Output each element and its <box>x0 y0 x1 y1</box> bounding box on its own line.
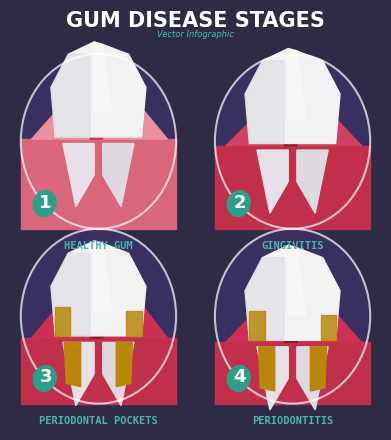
Text: GUM DISEASE STAGES: GUM DISEASE STAGES <box>66 11 325 31</box>
Polygon shape <box>116 342 133 387</box>
Polygon shape <box>103 143 134 207</box>
Polygon shape <box>284 323 297 342</box>
Text: GINGIVITIS: GINGIVITIS <box>261 241 324 251</box>
Circle shape <box>215 229 370 403</box>
Polygon shape <box>245 258 284 340</box>
Polygon shape <box>297 308 362 342</box>
Polygon shape <box>245 245 340 340</box>
Polygon shape <box>51 42 146 137</box>
Circle shape <box>21 229 176 403</box>
Polygon shape <box>288 48 305 119</box>
Polygon shape <box>51 55 90 137</box>
Text: PERIODONTITIS: PERIODONTITIS <box>252 416 333 426</box>
Polygon shape <box>103 342 134 406</box>
Circle shape <box>35 366 56 389</box>
Circle shape <box>33 367 55 392</box>
Polygon shape <box>245 61 284 143</box>
Circle shape <box>21 54 176 229</box>
Polygon shape <box>126 311 142 336</box>
Polygon shape <box>226 308 288 342</box>
Polygon shape <box>51 241 146 336</box>
Polygon shape <box>103 103 167 139</box>
Polygon shape <box>103 299 167 338</box>
Polygon shape <box>21 338 176 403</box>
Polygon shape <box>321 315 336 340</box>
Circle shape <box>229 366 250 389</box>
Text: 2: 2 <box>233 194 246 212</box>
Polygon shape <box>63 143 94 207</box>
Circle shape <box>227 367 249 392</box>
Polygon shape <box>297 114 362 146</box>
Polygon shape <box>226 114 288 146</box>
Circle shape <box>215 54 370 229</box>
Polygon shape <box>297 347 328 410</box>
Text: 4: 4 <box>233 368 246 386</box>
Polygon shape <box>63 342 94 406</box>
Text: HEALTHY GUM: HEALTHY GUM <box>64 241 133 251</box>
Polygon shape <box>245 48 340 143</box>
Polygon shape <box>94 241 111 311</box>
Polygon shape <box>32 299 94 338</box>
Polygon shape <box>51 253 90 336</box>
Polygon shape <box>90 120 103 139</box>
Text: Vector Infographic: Vector Infographic <box>157 29 234 39</box>
Polygon shape <box>21 139 176 229</box>
Circle shape <box>33 192 55 216</box>
Polygon shape <box>55 307 70 336</box>
Circle shape <box>229 191 250 214</box>
Polygon shape <box>215 146 370 229</box>
Polygon shape <box>257 150 288 213</box>
Polygon shape <box>215 342 370 403</box>
Polygon shape <box>65 342 81 387</box>
Polygon shape <box>249 312 265 340</box>
Polygon shape <box>297 150 328 213</box>
Polygon shape <box>258 347 275 391</box>
Text: 3: 3 <box>39 368 52 386</box>
Circle shape <box>35 191 56 214</box>
Polygon shape <box>310 347 326 391</box>
Polygon shape <box>90 319 103 338</box>
Polygon shape <box>32 103 94 139</box>
Text: 1: 1 <box>39 194 52 212</box>
Text: PERIODONTAL POCKETS: PERIODONTAL POCKETS <box>39 416 158 426</box>
Polygon shape <box>257 347 288 410</box>
Polygon shape <box>284 126 297 146</box>
Polygon shape <box>288 245 305 315</box>
Polygon shape <box>94 42 111 112</box>
Circle shape <box>227 192 249 216</box>
